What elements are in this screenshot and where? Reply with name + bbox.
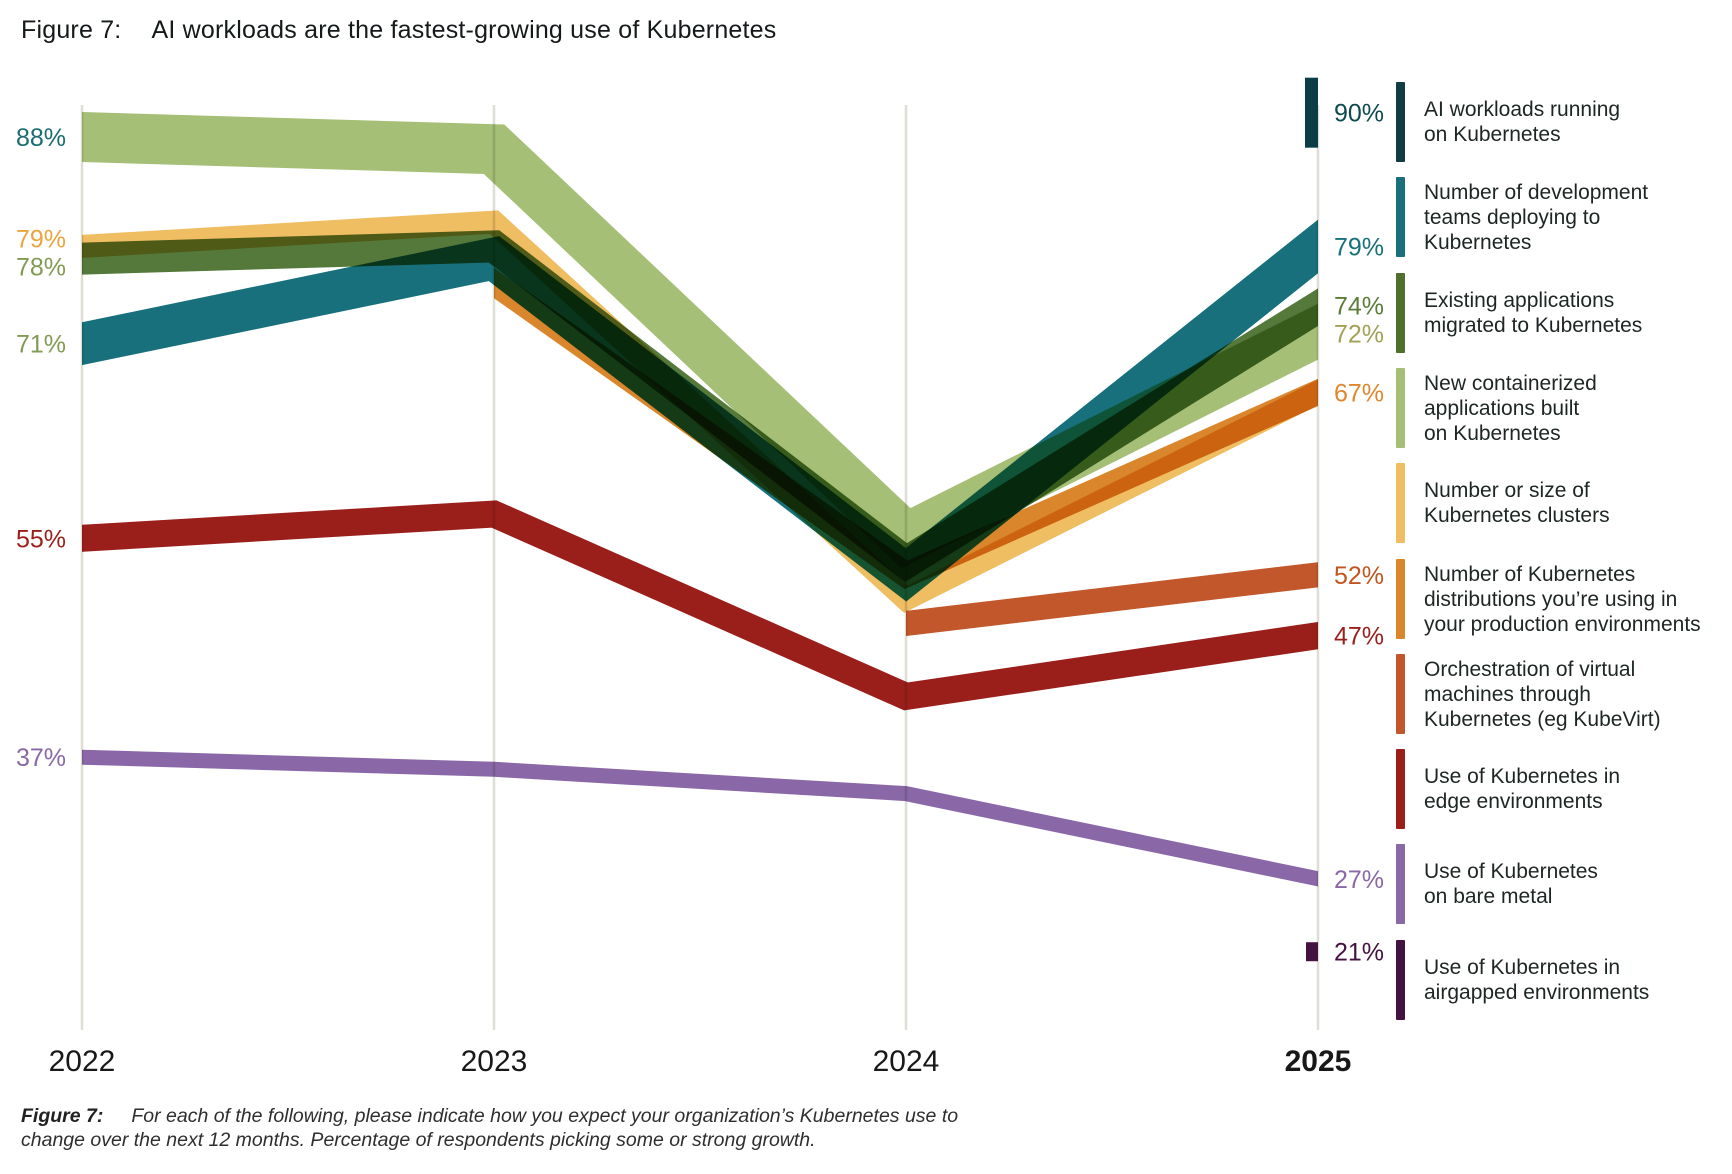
legend-label-distributions: Number of Kubernetes distributions you’r…	[1424, 562, 1701, 636]
legend-label-new-apps: New containerized applications built on …	[1424, 371, 1597, 445]
figure-caption-prefix: Figure 7:	[21, 1105, 104, 1127]
ribbon-bare-metal	[82, 749, 1318, 887]
legend-label-kubevirt: Orchestration of virtual machines throug…	[1424, 657, 1661, 731]
legend-swatch-edge	[1396, 749, 1405, 829]
figure-title: Figure 7: AI workloads are the fastest-gr…	[21, 16, 777, 45]
start-value-label-dev-teams: 71%	[16, 331, 66, 359]
legend-item-clusters: Number or size of Kubernetes clusters	[1396, 463, 1724, 543]
legend-item-bare-metal: Use of Kubernetes on bare metal	[1396, 844, 1724, 924]
legend-swatch-new-apps	[1396, 368, 1405, 448]
legend-label-edge: Use of Kubernetes in edge environments	[1424, 765, 1621, 813]
chart-legend: AI workloads running on Kubernetes Number…	[1396, 0, 1726, 1174]
x-axis-label-2025: 2025	[1285, 1045, 1352, 1078]
start-value-label-clusters: 79%	[16, 226, 66, 254]
legend-swatch-dev-teams	[1396, 177, 1405, 257]
start-value-label-existing-apps: 78%	[16, 254, 66, 282]
legend-item-kubevirt: Orchestration of virtual machines throug…	[1396, 654, 1724, 734]
legend-item-airgapped: Use of Kubernetes in airgapped environme…	[1396, 940, 1724, 1020]
figure-title-text: AI workloads are the fastest-growing use…	[151, 16, 777, 44]
legend-label-ai-workloads: AI workloads running on Kubernetes	[1424, 98, 1621, 146]
legend-item-distributions: Number of Kubernetes distributions you’r…	[1396, 559, 1724, 639]
legend-swatch-ai-workloads	[1396, 82, 1405, 162]
legend-swatch-existing-apps	[1396, 273, 1405, 353]
legend-item-new-apps: New containerized applications built on …	[1396, 368, 1724, 448]
ribbon-clusters	[82, 210, 1318, 613]
end-value-label-ai-workloads: 90%	[1334, 100, 1384, 128]
x-axis-label-2024: 2024	[873, 1045, 940, 1078]
legend-swatch-airgapped	[1396, 940, 1405, 1020]
ribbon-kubevirt	[906, 562, 1318, 636]
start-value-label-edge: 55%	[16, 525, 66, 553]
legend-item-ai-workloads: AI workloads running on Kubernetes	[1396, 82, 1724, 162]
end-value-label-dev-teams: 79%	[1334, 233, 1384, 261]
figure-caption: Figure 7: For each of the following, plea…	[21, 1104, 961, 1152]
x-axis-label-2023: 2023	[461, 1045, 528, 1078]
legend-label-airgapped: Use of Kubernetes in airgapped environme…	[1424, 956, 1650, 1004]
legend-label-clusters: Number or size of Kubernetes clusters	[1424, 479, 1610, 527]
ribbon-new-apps	[82, 111, 1318, 569]
end-value-label-distributions: 67%	[1334, 379, 1384, 407]
end-value-label-edge: 47%	[1334, 623, 1384, 651]
marker-airgapped	[1306, 942, 1318, 962]
x-axis-label-2022: 2022	[49, 1045, 116, 1078]
end-value-label-existing-apps: 74%	[1334, 292, 1384, 320]
legend-label-existing-apps: Existing applications migrated to Kubern…	[1424, 289, 1643, 337]
legend-swatch-kubevirt	[1396, 654, 1405, 734]
legend-swatch-distributions	[1396, 559, 1405, 639]
legend-label-bare-metal: Use of Kubernetes on bare metal	[1424, 860, 1598, 908]
legend-label-dev-teams: Number of development teams deploying to…	[1424, 180, 1649, 254]
marker-ai-workloads	[1305, 77, 1318, 148]
ribbon-edge	[82, 500, 1318, 711]
legend-swatch-bare-metal	[1396, 844, 1405, 924]
legend-swatch-clusters	[1396, 463, 1405, 543]
figure-caption-text: For each of the following, please indica…	[21, 1105, 959, 1151]
end-value-label-airgapped: 21%	[1334, 939, 1384, 967]
start-value-label-new-apps: 88%	[16, 124, 66, 152]
end-value-label-new-apps: 72%	[1334, 320, 1384, 348]
start-value-label-bare-metal: 37%	[16, 744, 66, 772]
ribbon-distributions	[494, 267, 1318, 590]
figure-title-prefix: Figure 7:	[21, 16, 122, 44]
legend-item-edge: Use of Kubernetes in edge environments	[1396, 749, 1724, 829]
end-value-label-bare-metal: 27%	[1334, 866, 1384, 894]
end-value-label-kubevirt: 52%	[1334, 562, 1384, 590]
legend-item-existing-apps: Existing applications migrated to Kubern…	[1396, 273, 1724, 353]
legend-item-dev-teams: Number of development teams deploying to…	[1396, 177, 1724, 257]
